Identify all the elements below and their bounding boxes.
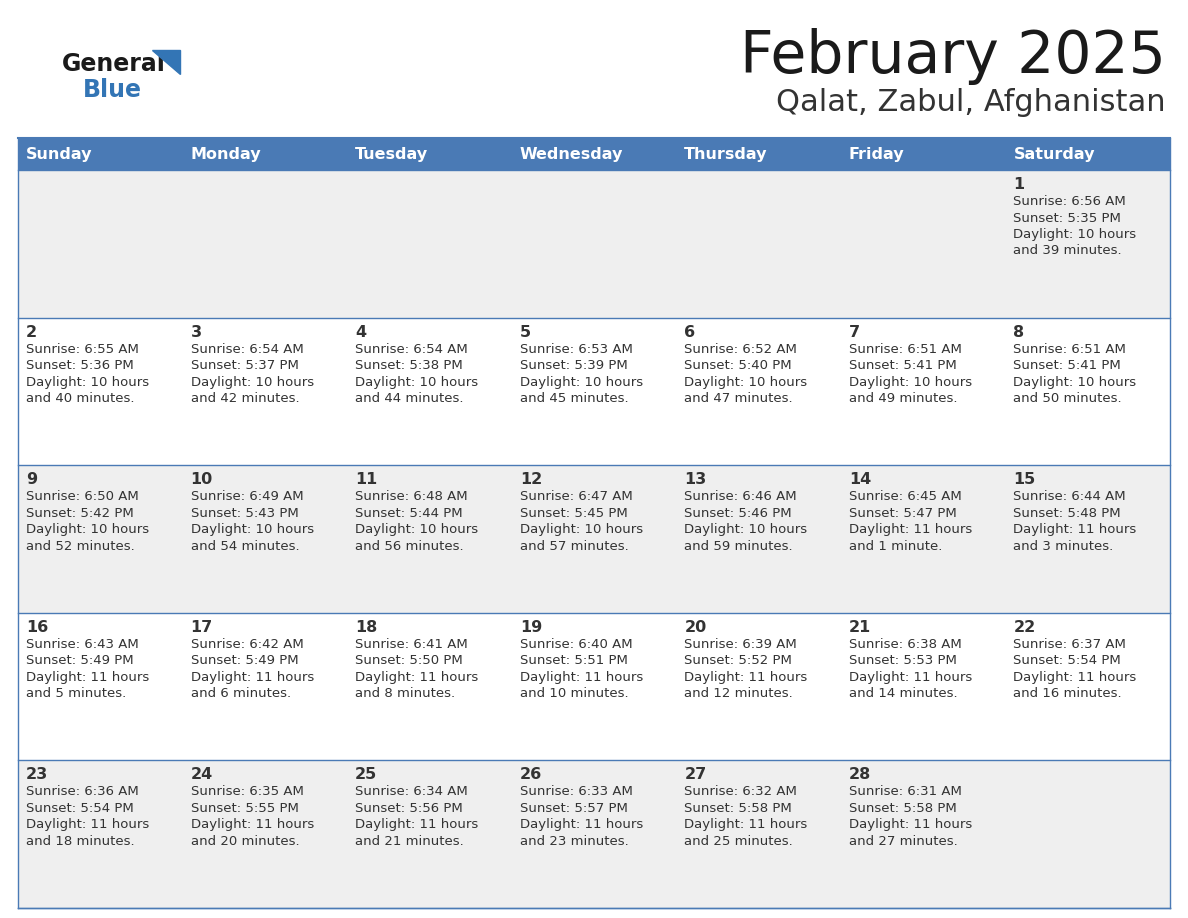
Text: Sunrise: 6:37 AM
Sunset: 5:54 PM
Daylight: 11 hours
and 16 minutes.: Sunrise: 6:37 AM Sunset: 5:54 PM Dayligh… [1013, 638, 1137, 700]
Text: Sunrise: 6:51 AM
Sunset: 5:41 PM
Daylight: 10 hours
and 49 minutes.: Sunrise: 6:51 AM Sunset: 5:41 PM Dayligh… [849, 342, 972, 405]
Text: 24: 24 [190, 767, 213, 782]
Text: 27: 27 [684, 767, 707, 782]
Text: Sunrise: 6:53 AM
Sunset: 5:39 PM
Daylight: 10 hours
and 45 minutes.: Sunrise: 6:53 AM Sunset: 5:39 PM Dayligh… [519, 342, 643, 405]
Text: Sunrise: 6:38 AM
Sunset: 5:53 PM
Daylight: 11 hours
and 14 minutes.: Sunrise: 6:38 AM Sunset: 5:53 PM Dayligh… [849, 638, 972, 700]
Text: 14: 14 [849, 472, 871, 487]
Text: Sunrise: 6:41 AM
Sunset: 5:50 PM
Daylight: 11 hours
and 8 minutes.: Sunrise: 6:41 AM Sunset: 5:50 PM Dayligh… [355, 638, 479, 700]
Bar [18, 465, 1170, 613]
Text: Sunrise: 6:31 AM
Sunset: 5:58 PM
Daylight: 11 hours
and 27 minutes.: Sunrise: 6:31 AM Sunset: 5:58 PM Dayligh… [849, 786, 972, 848]
Text: Sunrise: 6:44 AM
Sunset: 5:48 PM
Daylight: 11 hours
and 3 minutes.: Sunrise: 6:44 AM Sunset: 5:48 PM Dayligh… [1013, 490, 1137, 553]
Text: Sunrise: 6:51 AM
Sunset: 5:41 PM
Daylight: 10 hours
and 50 minutes.: Sunrise: 6:51 AM Sunset: 5:41 PM Dayligh… [1013, 342, 1137, 405]
Text: 20: 20 [684, 620, 707, 635]
Text: 13: 13 [684, 472, 707, 487]
Text: Monday: Monday [190, 147, 261, 162]
Text: Sunrise: 6:46 AM
Sunset: 5:46 PM
Daylight: 10 hours
and 59 minutes.: Sunrise: 6:46 AM Sunset: 5:46 PM Dayligh… [684, 490, 808, 553]
Text: 6: 6 [684, 325, 695, 340]
Bar [18, 170, 1170, 318]
Text: 15: 15 [1013, 472, 1036, 487]
Text: February 2025: February 2025 [740, 28, 1165, 85]
Text: 26: 26 [519, 767, 542, 782]
Text: 28: 28 [849, 767, 871, 782]
Text: Sunrise: 6:54 AM
Sunset: 5:38 PM
Daylight: 10 hours
and 44 minutes.: Sunrise: 6:54 AM Sunset: 5:38 PM Dayligh… [355, 342, 479, 405]
Text: 16: 16 [26, 620, 49, 635]
Text: Saturday: Saturday [1013, 147, 1095, 162]
Text: 3: 3 [190, 325, 202, 340]
Text: 2: 2 [26, 325, 37, 340]
Text: Sunrise: 6:50 AM
Sunset: 5:42 PM
Daylight: 10 hours
and 52 minutes.: Sunrise: 6:50 AM Sunset: 5:42 PM Dayligh… [26, 490, 150, 553]
Text: 10: 10 [190, 472, 213, 487]
Text: Friday: Friday [849, 147, 904, 162]
Text: 19: 19 [519, 620, 542, 635]
Text: Sunrise: 6:42 AM
Sunset: 5:49 PM
Daylight: 11 hours
and 6 minutes.: Sunrise: 6:42 AM Sunset: 5:49 PM Dayligh… [190, 638, 314, 700]
Text: Sunrise: 6:48 AM
Sunset: 5:44 PM
Daylight: 10 hours
and 56 minutes.: Sunrise: 6:48 AM Sunset: 5:44 PM Dayligh… [355, 490, 479, 553]
Text: 5: 5 [519, 325, 531, 340]
Text: Sunrise: 6:49 AM
Sunset: 5:43 PM
Daylight: 10 hours
and 54 minutes.: Sunrise: 6:49 AM Sunset: 5:43 PM Dayligh… [190, 490, 314, 553]
Text: Sunrise: 6:55 AM
Sunset: 5:36 PM
Daylight: 10 hours
and 40 minutes.: Sunrise: 6:55 AM Sunset: 5:36 PM Dayligh… [26, 342, 150, 405]
Bar [18, 613, 1170, 760]
Text: Sunrise: 6:35 AM
Sunset: 5:55 PM
Daylight: 11 hours
and 20 minutes.: Sunrise: 6:35 AM Sunset: 5:55 PM Dayligh… [190, 786, 314, 848]
Text: Sunrise: 6:54 AM
Sunset: 5:37 PM
Daylight: 10 hours
and 42 minutes.: Sunrise: 6:54 AM Sunset: 5:37 PM Dayligh… [190, 342, 314, 405]
Polygon shape [152, 50, 181, 74]
Text: 17: 17 [190, 620, 213, 635]
Bar [18, 318, 1170, 465]
Text: Tuesday: Tuesday [355, 147, 428, 162]
Text: 18: 18 [355, 620, 378, 635]
Text: 22: 22 [1013, 620, 1036, 635]
Text: Sunrise: 6:32 AM
Sunset: 5:58 PM
Daylight: 11 hours
and 25 minutes.: Sunrise: 6:32 AM Sunset: 5:58 PM Dayligh… [684, 786, 808, 848]
Text: 9: 9 [26, 472, 37, 487]
Text: Qalat, Zabul, Afghanistan: Qalat, Zabul, Afghanistan [777, 88, 1165, 117]
Text: 21: 21 [849, 620, 871, 635]
Text: Wednesday: Wednesday [519, 147, 623, 162]
Text: 11: 11 [355, 472, 378, 487]
Text: Sunrise: 6:45 AM
Sunset: 5:47 PM
Daylight: 11 hours
and 1 minute.: Sunrise: 6:45 AM Sunset: 5:47 PM Dayligh… [849, 490, 972, 553]
Text: Blue: Blue [83, 78, 143, 102]
Text: Sunrise: 6:34 AM
Sunset: 5:56 PM
Daylight: 11 hours
and 21 minutes.: Sunrise: 6:34 AM Sunset: 5:56 PM Dayligh… [355, 786, 479, 848]
Text: Thursday: Thursday [684, 147, 767, 162]
Text: 25: 25 [355, 767, 378, 782]
Text: 1: 1 [1013, 177, 1024, 192]
Text: 12: 12 [519, 472, 542, 487]
Text: General: General [62, 52, 166, 76]
Text: 23: 23 [26, 767, 49, 782]
Text: 8: 8 [1013, 325, 1024, 340]
Text: Sunrise: 6:47 AM
Sunset: 5:45 PM
Daylight: 10 hours
and 57 minutes.: Sunrise: 6:47 AM Sunset: 5:45 PM Dayligh… [519, 490, 643, 553]
Text: Sunrise: 6:36 AM
Sunset: 5:54 PM
Daylight: 11 hours
and 18 minutes.: Sunrise: 6:36 AM Sunset: 5:54 PM Dayligh… [26, 786, 150, 848]
Bar [18, 760, 1170, 908]
Text: Sunrise: 6:52 AM
Sunset: 5:40 PM
Daylight: 10 hours
and 47 minutes.: Sunrise: 6:52 AM Sunset: 5:40 PM Dayligh… [684, 342, 808, 405]
Text: Sunrise: 6:56 AM
Sunset: 5:35 PM
Daylight: 10 hours
and 39 minutes.: Sunrise: 6:56 AM Sunset: 5:35 PM Dayligh… [1013, 195, 1137, 258]
Text: 4: 4 [355, 325, 366, 340]
Text: Sunrise: 6:40 AM
Sunset: 5:51 PM
Daylight: 11 hours
and 10 minutes.: Sunrise: 6:40 AM Sunset: 5:51 PM Dayligh… [519, 638, 643, 700]
Text: 7: 7 [849, 325, 860, 340]
Bar [18, 138, 1170, 170]
Text: Sunrise: 6:33 AM
Sunset: 5:57 PM
Daylight: 11 hours
and 23 minutes.: Sunrise: 6:33 AM Sunset: 5:57 PM Dayligh… [519, 786, 643, 848]
Text: Sunrise: 6:43 AM
Sunset: 5:49 PM
Daylight: 11 hours
and 5 minutes.: Sunrise: 6:43 AM Sunset: 5:49 PM Dayligh… [26, 638, 150, 700]
Text: Sunrise: 6:39 AM
Sunset: 5:52 PM
Daylight: 11 hours
and 12 minutes.: Sunrise: 6:39 AM Sunset: 5:52 PM Dayligh… [684, 638, 808, 700]
Text: Sunday: Sunday [26, 147, 93, 162]
